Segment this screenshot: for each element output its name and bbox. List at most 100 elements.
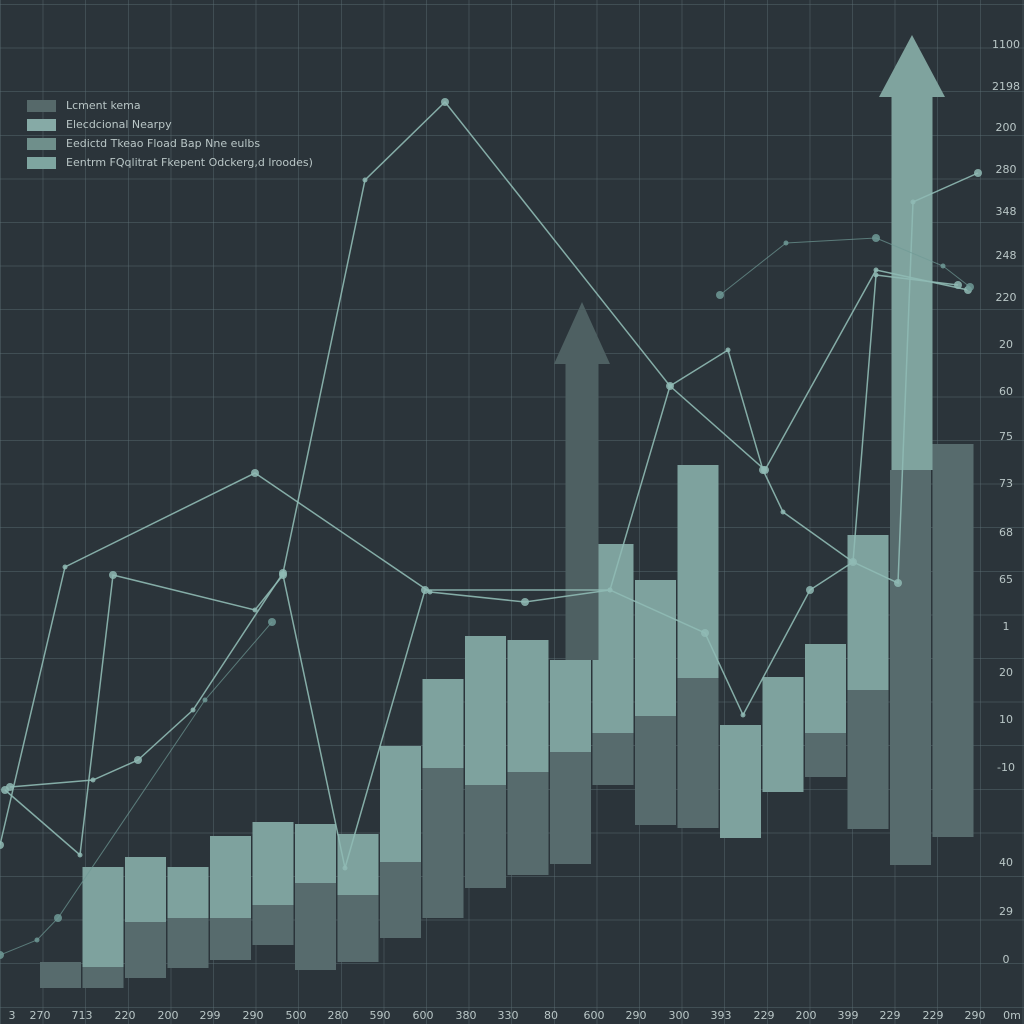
line-point bbox=[910, 199, 916, 205]
bar-segment bbox=[592, 733, 634, 785]
line-point bbox=[966, 283, 974, 291]
line-point bbox=[77, 852, 83, 858]
bar-segment bbox=[380, 862, 421, 938]
x-tick-label: 290 bbox=[626, 1009, 647, 1022]
line-point bbox=[725, 347, 731, 353]
bar-segment bbox=[465, 785, 506, 888]
line-point bbox=[441, 98, 449, 106]
x-tick-label: 330 bbox=[498, 1009, 519, 1022]
legend-swatch bbox=[27, 100, 56, 112]
y-tick-label: 1100 bbox=[992, 38, 1020, 51]
line-point bbox=[268, 618, 276, 626]
line-point bbox=[34, 937, 40, 943]
line-point bbox=[0, 951, 4, 959]
line-point bbox=[701, 629, 709, 637]
y-tick-label: 220 bbox=[996, 291, 1017, 304]
x-tick-label: 590 bbox=[370, 1009, 391, 1022]
line-point bbox=[666, 382, 674, 390]
bar-segment bbox=[805, 733, 846, 777]
x-tick-label: 399 bbox=[838, 1009, 859, 1022]
bar-segment bbox=[295, 883, 336, 970]
line-point bbox=[109, 571, 117, 579]
bar-segment bbox=[210, 918, 251, 960]
line-point bbox=[90, 777, 96, 783]
line-point bbox=[421, 586, 429, 594]
y-tick-label: 60 bbox=[999, 385, 1013, 398]
bar-segment bbox=[252, 905, 294, 945]
line-point bbox=[940, 263, 946, 269]
bar-segment bbox=[677, 465, 719, 678]
bar-segment bbox=[847, 690, 889, 829]
line-point bbox=[607, 587, 613, 593]
line-point bbox=[740, 712, 746, 718]
line-point bbox=[362, 177, 368, 183]
x-tick-label: 280 bbox=[328, 1009, 349, 1022]
y-tick-label: -10 bbox=[997, 761, 1015, 774]
bar-segment bbox=[422, 768, 464, 918]
line-point bbox=[873, 272, 879, 278]
line-point bbox=[521, 598, 529, 606]
legend-label: Eedictd Tkeao Fload Bap Nne eulbs bbox=[66, 137, 260, 150]
bar-segment bbox=[550, 660, 591, 752]
line-point bbox=[716, 291, 724, 299]
x-tick-label: 0m bbox=[1003, 1009, 1021, 1022]
arrow bbox=[554, 302, 610, 660]
arrow bbox=[879, 35, 945, 470]
bar-segment bbox=[422, 679, 464, 768]
line-point bbox=[252, 607, 258, 613]
line-point bbox=[251, 469, 259, 477]
line-point bbox=[783, 240, 789, 246]
bar-segment bbox=[252, 822, 294, 905]
y-tick-label: 348 bbox=[996, 205, 1017, 218]
y-tick-label: 1 bbox=[1003, 620, 1010, 633]
line-point bbox=[134, 756, 142, 764]
y-tick-label: 280 bbox=[996, 163, 1017, 176]
legend-label: Lcment kema bbox=[66, 99, 141, 112]
bar-segment bbox=[762, 677, 804, 792]
line-point bbox=[849, 558, 857, 566]
bar-segment bbox=[507, 772, 549, 875]
bar-segment bbox=[40, 962, 81, 988]
x-tick-label: 299 bbox=[200, 1009, 221, 1022]
x-tick-label: 393 bbox=[711, 1009, 732, 1022]
y-tick-label: 73 bbox=[999, 477, 1013, 490]
line-point bbox=[954, 281, 962, 289]
y-tick-label: 29 bbox=[999, 905, 1013, 918]
y-tick-label: 65 bbox=[999, 573, 1013, 586]
x-tick-label: 200 bbox=[796, 1009, 817, 1022]
y-tick-label: 10 bbox=[999, 713, 1013, 726]
bar-segment bbox=[337, 895, 379, 962]
bar-segment bbox=[720, 725, 761, 838]
x-tick-label: 600 bbox=[413, 1009, 434, 1022]
y-tick-label: 200 bbox=[996, 121, 1017, 134]
x-tick-label: 290 bbox=[243, 1009, 264, 1022]
line-point bbox=[872, 234, 880, 242]
bar-segment bbox=[465, 636, 506, 785]
x-tick-label: 3 bbox=[9, 1009, 16, 1022]
bar-segment bbox=[125, 857, 166, 922]
legend-swatch bbox=[27, 119, 56, 131]
x-tick-label: 300 bbox=[669, 1009, 690, 1022]
bar-segment bbox=[82, 867, 124, 967]
line-point bbox=[806, 586, 814, 594]
y-tick-label: 68 bbox=[999, 526, 1013, 539]
line-point bbox=[279, 571, 287, 579]
bar-segment bbox=[550, 752, 591, 864]
y-tick-label: 248 bbox=[996, 249, 1017, 262]
line-point bbox=[202, 697, 208, 703]
line-point bbox=[974, 169, 982, 177]
legend-swatch bbox=[27, 138, 56, 150]
bar-segment bbox=[380, 746, 421, 862]
bar-segment bbox=[125, 922, 166, 978]
bar-segment bbox=[932, 444, 974, 837]
legend-swatch bbox=[27, 157, 56, 169]
x-tick-label: 229 bbox=[754, 1009, 775, 1022]
x-tick-label: 290 bbox=[965, 1009, 986, 1022]
line-point bbox=[54, 914, 62, 922]
bar-segment bbox=[82, 967, 124, 988]
line-point bbox=[62, 564, 68, 570]
bar-segment bbox=[295, 824, 336, 883]
line-point bbox=[342, 865, 348, 871]
